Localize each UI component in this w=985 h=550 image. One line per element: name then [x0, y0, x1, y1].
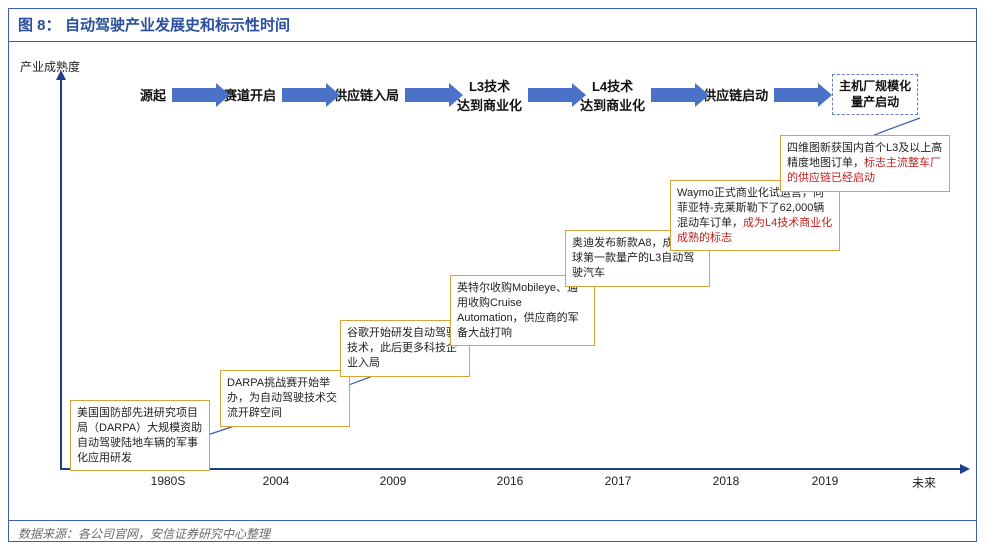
x-axis-ticks: 1980S 2004 2009 2016 2017 2018 2019 未来	[60, 474, 960, 492]
phase-label: 主机厂规模化量产启动	[832, 74, 918, 115]
y-axis-label: 产业成熟度	[20, 58, 80, 75]
phase-arrow-icon	[405, 88, 451, 102]
phase-label: 赛道开启	[224, 85, 276, 104]
x-tick: 2019	[812, 474, 839, 488]
x-tick: 2016	[497, 474, 524, 488]
data-source: 数据来源：各公司官网，安信证券研究中心整理	[8, 520, 977, 542]
y-axis	[60, 80, 62, 470]
phase-arrow-icon	[774, 88, 820, 102]
x-tick: 2004	[263, 474, 290, 488]
x-tick: 未来	[912, 474, 936, 491]
x-tick: 2017	[605, 474, 632, 488]
x-tick: 1980S	[151, 474, 186, 488]
milestone-box: 四维图新获国内首个L3及以上高精度地图订单，标志主流整车厂的供应链已经启动	[780, 135, 950, 192]
phase-arrow-icon	[528, 88, 574, 102]
phase-label: 供应链入局	[334, 85, 399, 104]
figure-title-bar: 图 8： 自动驾驶产业发展史和标示性时间	[8, 8, 977, 42]
phase-arrow-icon	[282, 88, 328, 102]
phase-row: 源起 赛道开启 供应链入局 L3技术达到商业化 L4技术达到商业化 供应链启动 主机厂规模化…	[140, 74, 960, 115]
milestone-box: 美国国防部先进研究项目局（DARPA）大规模资助自动驾驶陆地车辆的军事化应用研发	[70, 400, 210, 471]
phase-label: L3技术达到商业化	[457, 76, 522, 114]
x-tick: 2009	[380, 474, 407, 488]
x-tick: 2018	[713, 474, 740, 488]
chart-area: 源起赛道开启供应链入局L3技术达到商业化L4技术达到商业化供应链启动主机厂规模化…	[60, 80, 960, 500]
figure-title: 自动驾驶产业发展史和标示性时间	[65, 17, 290, 34]
phase-label: L4技术达到商业化	[580, 76, 645, 114]
figure-label: 图 8：	[18, 17, 61, 34]
phase-label: 源起	[140, 85, 166, 104]
phase-arrow-icon	[172, 88, 218, 102]
phase-arrow-icon	[651, 88, 697, 102]
milestone-box: DARPA挑战赛开始举办，为自动驾驶技术交流开辟空间	[220, 370, 350, 427]
phase-label: 供应链启动	[703, 85, 768, 104]
